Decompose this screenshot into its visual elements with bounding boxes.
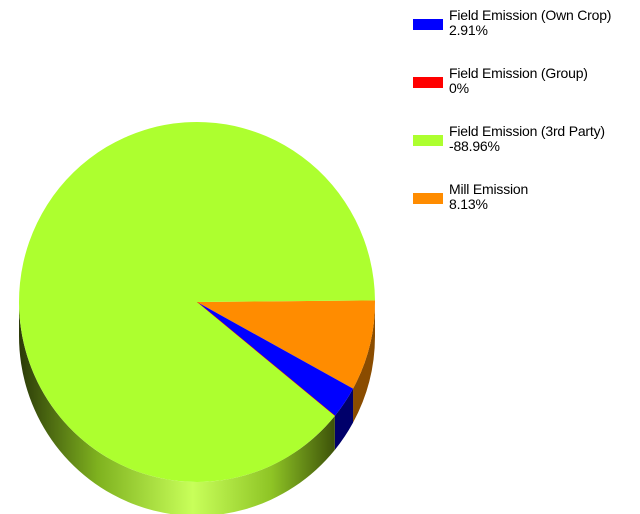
- legend-value: 8.13%: [449, 196, 488, 212]
- pie-slice-field-emission-own-crop: [197, 302, 354, 416]
- legend-label: Field Emission (Group): [449, 65, 588, 81]
- legend: Field Emission (Own Crop) 2.91% Field Em…: [413, 8, 635, 240]
- legend-value: 2.91%: [449, 22, 488, 38]
- legend-label: Field Emission (3rd Party): [449, 123, 605, 139]
- legend-text: Field Emission (3rd Party) -88.96%: [449, 124, 605, 154]
- legend-swatch-third-party: [413, 135, 443, 146]
- legend-label: Field Emission (Own Crop): [449, 7, 612, 23]
- pie-side-mill-emission: [353, 302, 375, 423]
- legend-item: Mill Emission 8.13%: [413, 182, 635, 240]
- pie-side-field-emission-own-crop: [334, 388, 354, 450]
- legend-label: Mill Emission: [449, 181, 529, 197]
- legend-text: Mill Emission 8.13%: [449, 182, 528, 212]
- legend-value: -88.96%: [449, 138, 500, 154]
- legend-swatch-mill: [413, 193, 443, 204]
- legend-swatch-own-crop: [413, 19, 443, 30]
- pie-slice-mill-emission: [197, 300, 375, 389]
- legend-value: 0%: [449, 80, 469, 96]
- pie-slice-field-emission-3rd-party: [19, 122, 375, 483]
- legend-item: Field Emission (3rd Party) -88.96%: [413, 124, 635, 182]
- legend-text: Field Emission (Group) 0%: [449, 66, 588, 96]
- legend-item: Field Emission (Own Crop) 2.91%: [413, 8, 635, 66]
- legend-text: Field Emission (Own Crop) 2.91%: [449, 8, 611, 38]
- legend-item: Field Emission (Group) 0%: [413, 66, 635, 124]
- legend-swatch-group: [413, 77, 443, 88]
- pie-side-field-emission-3rd-party: [19, 302, 335, 514]
